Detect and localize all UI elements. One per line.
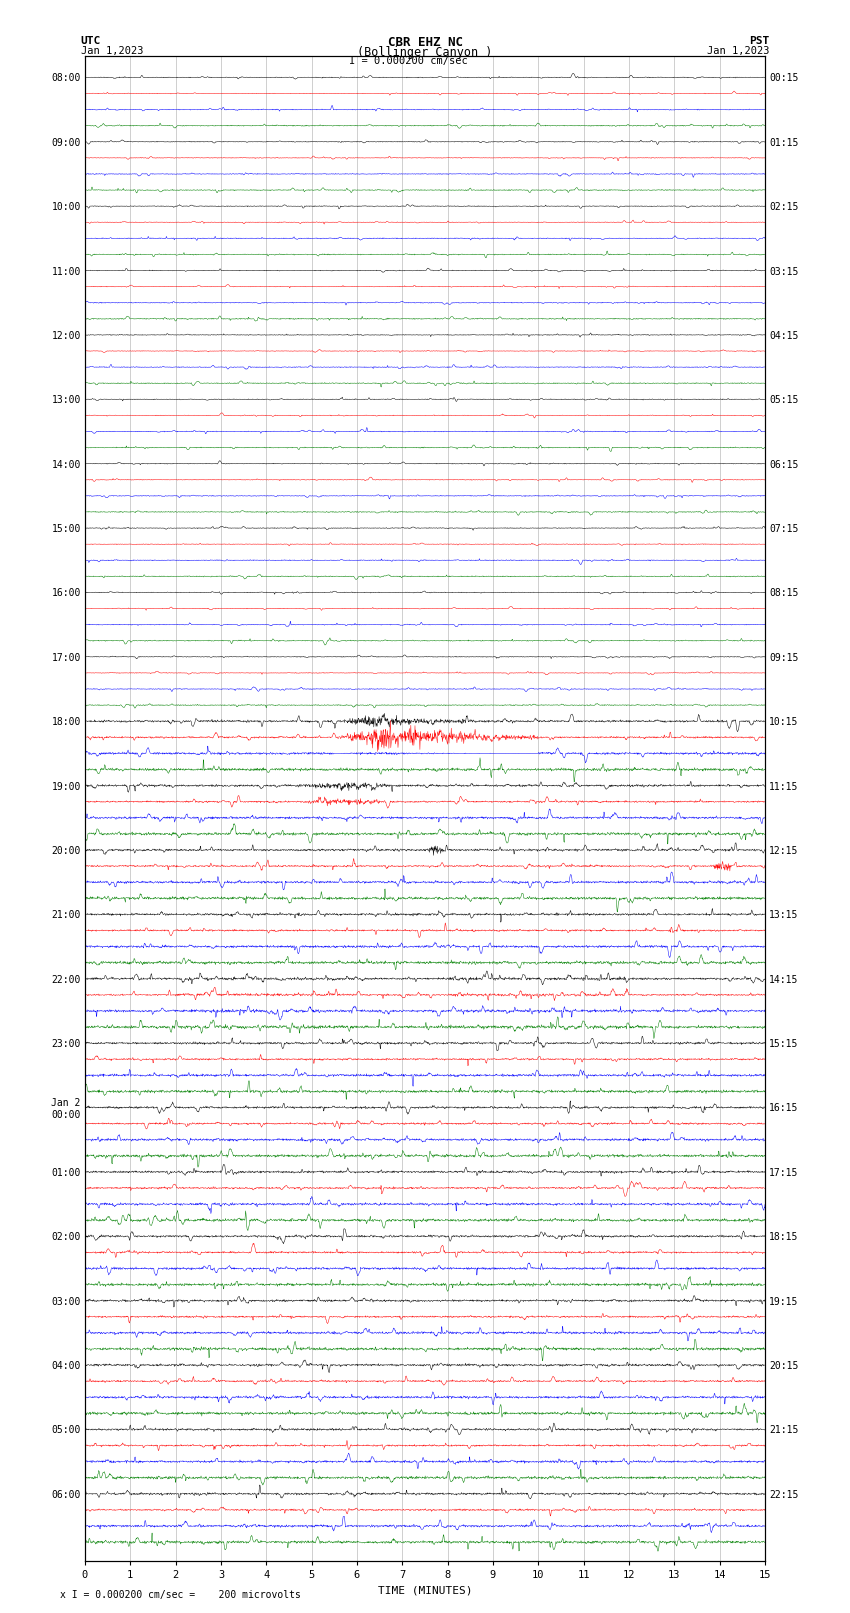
X-axis label: TIME (MINUTES): TIME (MINUTES) — [377, 1586, 473, 1595]
Text: Jan 1,2023: Jan 1,2023 — [706, 45, 769, 56]
Text: Jan 1,2023: Jan 1,2023 — [81, 45, 144, 56]
Text: PST: PST — [749, 37, 769, 47]
Text: x I = 0.000200 cm/sec =    200 microvolts: x I = 0.000200 cm/sec = 200 microvolts — [60, 1590, 300, 1600]
Text: CBR EHZ NC: CBR EHZ NC — [388, 37, 462, 50]
Text: (Bollinger Canyon ): (Bollinger Canyon ) — [357, 45, 493, 60]
Text: I = 0.000200 cm/sec: I = 0.000200 cm/sec — [348, 56, 468, 66]
Text: UTC: UTC — [81, 37, 101, 47]
